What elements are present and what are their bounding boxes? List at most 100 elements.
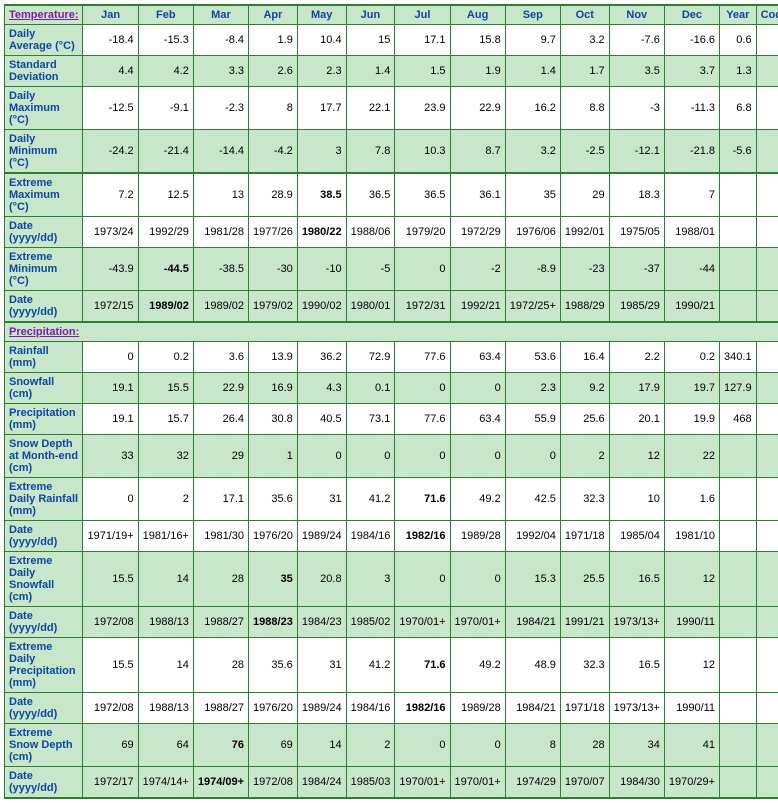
data-cell: 1972/08	[83, 693, 138, 724]
data-cell: 8.7	[450, 130, 505, 174]
data-cell: 1981/16+	[138, 521, 193, 552]
row-label: Date (yyyy/dd)	[5, 607, 83, 638]
data-cell: 1984/16	[346, 693, 395, 724]
data-cell: 1976/06	[505, 217, 560, 248]
data-cell: 17.7	[297, 87, 346, 130]
data-cell: -12.1	[609, 130, 664, 174]
table-row: Daily Maximum (°C)-12.5-9.1-2.3817.722.1…	[5, 87, 778, 130]
data-cell: 1979/20	[395, 217, 450, 248]
data-cell: 1972/08	[83, 607, 138, 638]
data-cell: -10	[297, 248, 346, 291]
table-row: Snowfall (cm)19.115.522.916.94.30.1002.3…	[5, 373, 778, 404]
col-may: May	[297, 5, 346, 25]
data-cell: 16.2	[505, 87, 560, 130]
table-row: Daily Average (°C)-18.4-15.3-8.41.910.41…	[5, 25, 778, 56]
data-cell: 0	[395, 435, 450, 478]
data-cell: 17.1	[395, 25, 450, 56]
data-cell: -11.3	[664, 87, 719, 130]
data-cell: 1972/08	[249, 767, 298, 799]
data-cell: 18.3	[609, 173, 664, 217]
data-cell: 12	[609, 435, 664, 478]
data-cell: 41.2	[346, 638, 395, 693]
col-mar: Mar	[193, 5, 248, 25]
data-cell: 4.3	[297, 373, 346, 404]
data-cell: -21.8	[664, 130, 719, 174]
data-cell: 9.7	[505, 25, 560, 56]
data-cell: 7.2	[83, 173, 138, 217]
data-cell: 1.9	[450, 56, 505, 87]
data-cell: -3	[609, 87, 664, 130]
data-cell: 1979/02	[249, 291, 298, 323]
data-cell: 25.6	[560, 404, 609, 435]
data-cell: -12.5	[83, 87, 138, 130]
data-cell	[756, 173, 778, 217]
data-cell: 1970/01+	[395, 767, 450, 799]
data-cell: 36.2	[297, 342, 346, 373]
data-cell: 36.1	[450, 173, 505, 217]
data-cell: 1975/05	[609, 217, 664, 248]
data-cell: 0	[346, 435, 395, 478]
data-cell: 32.3	[560, 478, 609, 521]
data-cell: 1985/03	[346, 767, 395, 799]
data-cell	[756, 552, 778, 607]
data-cell: 1992/01	[560, 217, 609, 248]
data-cell: 1991/21	[560, 607, 609, 638]
data-cell: 29	[193, 435, 248, 478]
table-row: Extreme Daily Rainfall (mm)0217.135.6314…	[5, 478, 778, 521]
data-cell: 26.4	[193, 404, 248, 435]
data-cell: 2.3	[505, 373, 560, 404]
data-cell: 1990/11	[664, 693, 719, 724]
table-row: Date (yyyy/dd)1973/241992/291981/281977/…	[5, 217, 778, 248]
data-cell: 1981/28	[193, 217, 248, 248]
data-cell: 77.6	[395, 404, 450, 435]
data-cell: 1985/04	[609, 521, 664, 552]
data-cell: 20.8	[297, 552, 346, 607]
col-dec: Dec	[664, 5, 719, 25]
data-cell: 1972/25+	[505, 291, 560, 323]
data-cell: 1970/01+	[450, 607, 505, 638]
data-cell: -16.6	[664, 25, 719, 56]
data-cell: 1989/24	[297, 521, 346, 552]
data-cell	[720, 173, 757, 217]
data-cell: C	[756, 56, 778, 87]
data-cell: -5.6	[720, 130, 757, 174]
data-cell: 1984/21	[505, 607, 560, 638]
row-label: Daily Minimum (°C)	[5, 130, 83, 174]
data-cell: 4.2	[138, 56, 193, 87]
data-cell: 1977/26	[249, 217, 298, 248]
data-cell: -8.4	[193, 25, 248, 56]
data-cell: 3.6	[193, 342, 248, 373]
precipitation-section: Precipitation:	[5, 322, 778, 342]
data-cell: 69	[83, 724, 138, 767]
data-cell: -44.5	[138, 248, 193, 291]
data-cell: 40.5	[297, 404, 346, 435]
data-cell: 10	[609, 478, 664, 521]
data-cell: 15.8	[450, 25, 505, 56]
data-cell: 1989/02	[138, 291, 193, 323]
data-cell: 28	[193, 638, 248, 693]
data-cell: 1982/16	[395, 521, 450, 552]
data-cell: 1971/19+	[83, 521, 138, 552]
data-cell: 71.6	[395, 638, 450, 693]
data-cell: 1976/20	[249, 521, 298, 552]
data-cell: 53.6	[505, 342, 560, 373]
data-cell: 19.7	[664, 373, 719, 404]
data-cell: 35.6	[249, 638, 298, 693]
data-cell: 36.5	[346, 173, 395, 217]
data-cell: 15.5	[138, 373, 193, 404]
data-cell: 3.2	[505, 130, 560, 174]
data-cell	[756, 248, 778, 291]
data-cell: 64	[138, 724, 193, 767]
table-row: Date (yyyy/dd)1972/081988/131988/271988/…	[5, 607, 778, 638]
data-cell: 1972/15	[83, 291, 138, 323]
data-cell: 10.4	[297, 25, 346, 56]
data-cell: 3	[297, 130, 346, 174]
data-cell: 28.9	[249, 173, 298, 217]
data-cell: 1989/28	[450, 693, 505, 724]
data-cell: 3.7	[664, 56, 719, 87]
data-cell: -30	[249, 248, 298, 291]
data-cell: 0.2	[138, 342, 193, 373]
data-cell: 69	[249, 724, 298, 767]
climate-table: Temperature: Jan Feb Mar Apr May Jun Jul…	[4, 4, 778, 799]
col-oct: Oct	[560, 5, 609, 25]
